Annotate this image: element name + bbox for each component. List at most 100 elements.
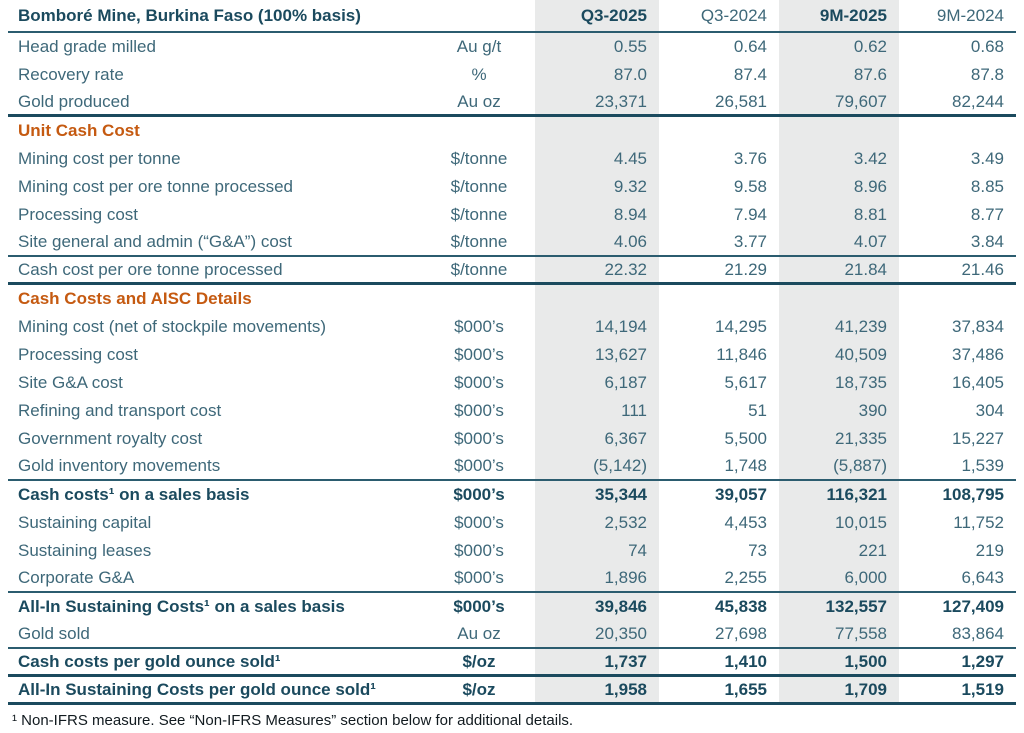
value-cell: 37,486 xyxy=(952,345,1004,364)
row-label: Government royalty cost xyxy=(18,429,203,448)
table-row: Site G&A cost $000’s 6,187 5,617 18,735 16,40… xyxy=(8,369,1016,397)
value-cell: 9.32 xyxy=(535,173,659,201)
row-label: Mining cost per ore tonne processed xyxy=(18,177,293,196)
value-cell: 1,958 xyxy=(535,677,659,702)
value-cell: 45,838 xyxy=(715,597,767,616)
section-title: Unit Cash Cost xyxy=(18,121,140,140)
value-cell: 6,643 xyxy=(961,568,1004,587)
value-cell: 3.84 xyxy=(970,232,1004,251)
row-label: Gold sold xyxy=(18,624,90,643)
table-row: Mining cost per ore tonne processed $/ton… xyxy=(8,173,1016,201)
row-unit: % xyxy=(471,65,487,84)
value-cell: 39,057 xyxy=(715,485,767,504)
table-row: Sustaining capital $000’s 2,532 4,453 10,015… xyxy=(8,509,1016,537)
value-cell: 4.07 xyxy=(779,229,899,255)
value-cell: 74 xyxy=(535,537,659,565)
table-row: Gold inventory movements $000’s (5,142) 1,7… xyxy=(8,453,1016,481)
column-header-q3-2025: Q3-2025 xyxy=(535,0,659,31)
value-cell: 1,748 xyxy=(724,456,767,475)
value-cell: 8.81 xyxy=(779,201,899,229)
value-cell: 87.0 xyxy=(535,61,659,89)
row-label: Gold produced xyxy=(18,91,130,111)
row-label: Site G&A cost xyxy=(18,373,123,392)
table-title: Bomboré Mine, Burkina Faso (100% basis) xyxy=(18,5,361,25)
row-label: Site general and admin (“G&A”) cost xyxy=(18,232,293,251)
value-cell: 1,655 xyxy=(724,679,767,699)
value-cell: 22.32 xyxy=(535,257,659,282)
row-label: Processing cost xyxy=(18,345,138,364)
table-body: Head grade milled Au g/t 0.55 0.64 0.62 0.68 R… xyxy=(8,33,1016,705)
value-cell: 39,846 xyxy=(535,593,659,621)
table-row: Government royalty cost $000’s 6,367 5,500 2… xyxy=(8,425,1016,453)
row-label: Recovery rate xyxy=(18,65,124,84)
table-row: Mining cost per tonne $/tonne 4.45 3.76 3.42… xyxy=(8,145,1016,173)
table-row: Sustaining leases $000’s 74 73 221 219 xyxy=(8,537,1016,565)
value-cell: 127,409 xyxy=(942,597,1004,616)
value-cell: 10,015 xyxy=(779,509,899,537)
value-cell: 8.77 xyxy=(970,205,1004,224)
value-cell: 1,737 xyxy=(535,649,659,674)
value-cell: 5,500 xyxy=(724,429,767,448)
value-cell: (5,887) xyxy=(779,453,899,479)
value-cell: 1,519 xyxy=(961,679,1004,699)
value-cell: 15,227 xyxy=(952,429,1004,448)
value-cell: 73 xyxy=(748,541,767,560)
value-cell: 21.46 xyxy=(961,259,1004,279)
cost-metrics-table: Bomboré Mine, Burkina Faso (100% basis) … xyxy=(8,0,1016,705)
row-label: Mining cost (net of stockpile movements) xyxy=(18,317,327,336)
row-label: All-In Sustaining Costs¹ on a sales basi… xyxy=(18,597,345,616)
value-cell: 0.64 xyxy=(733,37,767,56)
row-unit: $000’s xyxy=(454,373,504,392)
value-cell: 18,735 xyxy=(779,369,899,397)
value-cell: 21,335 xyxy=(779,425,899,453)
column-header-9m-2024: 9M-2024 xyxy=(936,5,1004,25)
table-row: Mining cost (net of stockpile movements)… xyxy=(8,313,1016,341)
value-cell: 0.62 xyxy=(779,33,899,61)
value-cell: 11,846 xyxy=(716,345,767,364)
table-row: Cash costs¹ on a sales basis $000’s 35,344… xyxy=(8,481,1016,509)
row-unit: $/tonne xyxy=(450,149,508,168)
row-label: Sustaining leases xyxy=(18,541,152,560)
row-unit: $000’s xyxy=(453,597,505,616)
table-row: Corporate G&A $000’s 1,896 2,255 6,000 6,643 xyxy=(8,565,1016,593)
value-cell: 221 xyxy=(779,537,899,565)
value-cell: 4.45 xyxy=(535,145,659,173)
row-unit: $000’s xyxy=(454,401,504,420)
table-row: Gold sold Au oz 20,350 27,698 77,558 83,864 xyxy=(8,621,1016,649)
value-cell: 108,795 xyxy=(942,485,1004,504)
value-cell: 35,344 xyxy=(535,481,659,509)
value-cell: 13,627 xyxy=(535,341,659,369)
section-header-row: Unit Cash Cost xyxy=(8,117,1016,145)
value-cell: 87.4 xyxy=(733,65,767,84)
value-cell: 9.58 xyxy=(733,177,767,196)
row-label: Corporate G&A xyxy=(18,568,135,587)
row-label: Cash costs per gold ounce sold¹ xyxy=(18,651,281,671)
value-cell: 87.6 xyxy=(779,61,899,89)
section-header-row: Cash Costs and AISC Details xyxy=(8,285,1016,313)
value-cell: 27,698 xyxy=(715,624,767,643)
value-cell: 0.55 xyxy=(535,33,659,61)
row-unit: $000’s xyxy=(454,568,504,587)
footnote: ¹ Non-IFRS measure. See “Non-IFRS Measur… xyxy=(12,712,574,729)
row-unit: $/oz xyxy=(462,679,496,699)
value-cell: 116,321 xyxy=(779,481,899,509)
value-cell: 7.94 xyxy=(733,205,767,224)
table-row: All-In Sustaining Costs per gold ounce s… xyxy=(8,677,1016,705)
table-row: Cash costs per gold ounce sold¹ $/oz 1,737… xyxy=(8,649,1016,677)
value-cell: 1,500 xyxy=(779,649,899,674)
value-cell: 304 xyxy=(975,401,1004,420)
value-cell: 132,557 xyxy=(779,593,899,621)
value-cell: 87.8 xyxy=(970,65,1004,84)
value-cell: 3.77 xyxy=(733,232,767,251)
value-cell: 0.68 xyxy=(970,37,1004,56)
value-cell: 3.49 xyxy=(970,149,1004,168)
value-cell: 23,371 xyxy=(535,89,659,114)
value-cell: 41,239 xyxy=(779,313,899,341)
table-header-row: Bomboré Mine, Burkina Faso (100% basis) … xyxy=(8,0,1016,33)
row-unit: $/tonne xyxy=(450,205,508,224)
value-cell-empty xyxy=(659,117,779,145)
column-header-q3-2024: Q3-2024 xyxy=(700,5,767,25)
row-unit: $000’s xyxy=(453,485,505,504)
table-row: Processing cost $/tonne 8.94 7.94 8.81 8.77 xyxy=(8,201,1016,229)
